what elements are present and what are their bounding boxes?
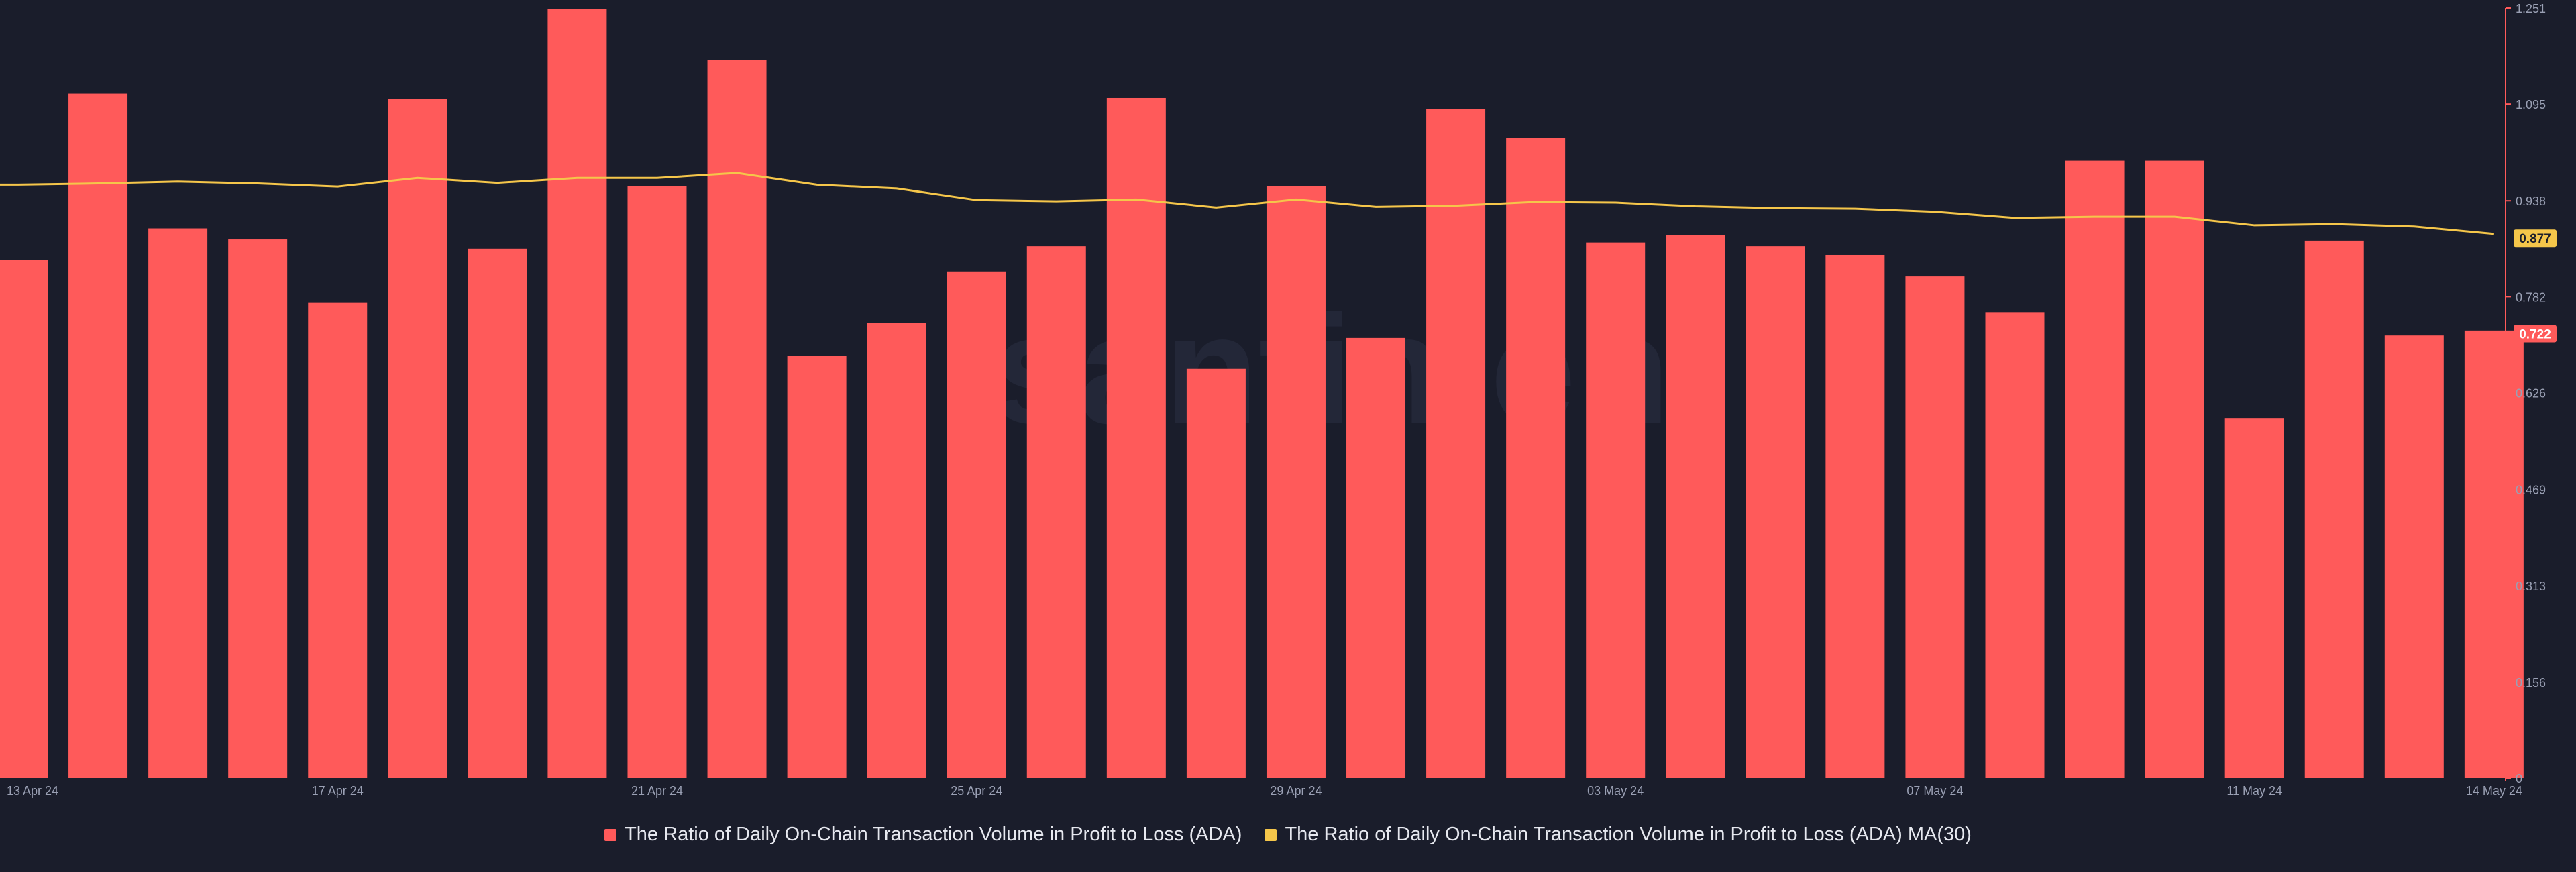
bar [2384,335,2444,778]
bar-series [0,9,2524,779]
legend-item-ma[interactable]: The Ratio of Daily On-Chain Transaction … [1265,824,1972,846]
bar [1506,138,1566,778]
legend-item-bar[interactable]: The Ratio of Daily On-Chain Transaction … [604,824,1242,846]
y-tick-label: 0.782 [2516,290,2546,304]
y-tick-label: 0.938 [2516,195,2546,208]
x-tick-label: 17 Apr 24 [312,784,364,798]
bar [1825,254,1885,778]
bar [707,60,767,778]
bar [2304,240,2364,778]
bar [1026,246,1086,778]
bar [2464,330,2524,778]
bar [2065,160,2125,779]
x-axis: 13 Apr 24 17 Apr 24 21 Apr 24 25 Apr 24 29 A… [7,784,2522,798]
last-value-badge-label: 0.877 [2519,232,2551,246]
bar [1106,97,1166,778]
bar [2224,418,2284,778]
bar [1586,242,1646,778]
y-tick-label: 1.251 [2516,2,2546,15]
y-tick-label: 0.156 [2516,676,2546,690]
bar [1746,246,1805,778]
x-tick-label: 11 May 24 [2226,784,2282,798]
x-tick-label: 03 May 24 [1587,784,1644,798]
bar [1666,235,1725,778]
bar [228,239,288,778]
bar [1905,276,1965,779]
x-tick-label: 21 Apr 24 [631,784,683,798]
y-tick-label: 0.313 [2516,580,2546,593]
x-tick-label: 07 May 24 [1907,784,1963,798]
bar [787,356,847,778]
bar [1426,109,1486,779]
bar [1266,186,1326,778]
bar [947,271,1006,778]
x-tick-label: 25 Apr 24 [951,784,1002,798]
x-tick-label: 13 Apr 24 [7,784,58,798]
y-tick-label: 0.469 [2516,484,2546,497]
x-tick-label: 14 May 24 [2466,784,2522,798]
bar [2145,160,2204,779]
y-tick-label: 0 [2516,772,2522,785]
bar [308,302,368,778]
y-tick-label: 0.626 [2516,387,2546,400]
bar [627,186,687,778]
y-axis: 0 0.156 0.313 0.469 0.626 0.782 0.938 1.095 1.25… [2506,2,2546,785]
bar [547,9,607,779]
bar [867,323,926,778]
legend: The Ratio of Daily On-Chain Transaction … [0,824,2576,846]
bar [148,228,208,778]
ma-line [0,172,2494,235]
bar [1985,312,2045,779]
bar [1346,337,1406,778]
legend-swatch-ma [1265,828,1277,841]
bar [1186,368,1246,778]
bar [0,260,48,779]
last-value-badge-label: 0.722 [2519,327,2551,341]
y-tick-label: 1.095 [2516,98,2546,111]
bar [468,248,527,778]
bar [388,99,447,778]
x-tick-label: 29 Apr 24 [1270,784,1322,798]
legend-label-bar: The Ratio of Daily On-Chain Transaction … [625,824,1242,845]
legend-label-ma: The Ratio of Daily On-Chain Transaction … [1285,824,1972,845]
last-value-badges: 0.877 0.722 [2514,229,2557,343]
last-value-badge [2514,229,2557,248]
bar [68,93,128,779]
last-value-badge [2514,325,2557,343]
legend-swatch-bar [604,828,617,841]
